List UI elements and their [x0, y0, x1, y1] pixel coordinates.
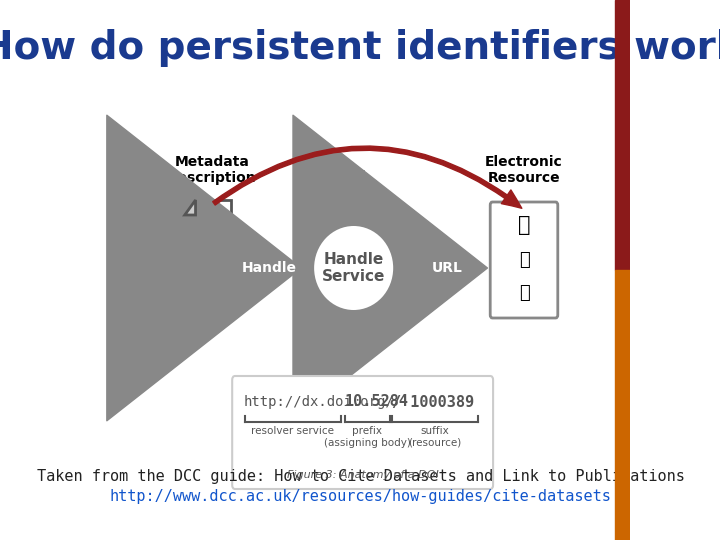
Text: Handle
Service: Handle Service: [322, 252, 385, 284]
Text: Electronic
Resource: Electronic Resource: [485, 155, 563, 185]
FancyBboxPatch shape: [490, 202, 558, 318]
Polygon shape: [185, 200, 196, 215]
Polygon shape: [185, 200, 231, 280]
Text: 🔊: 🔊: [518, 215, 530, 235]
Ellipse shape: [305, 213, 402, 323]
Text: How do persistent identifiers work: How do persistent identifiers work: [0, 29, 720, 67]
Text: Figure 3: Anatomy of a DOI: Figure 3: Anatomy of a DOI: [287, 470, 438, 480]
Text: Metadata
Description: Metadata Description: [167, 155, 256, 185]
Text: URL: URL: [337, 170, 371, 185]
Text: prefix
(assigning body): prefix (assigning body): [324, 426, 410, 448]
Text: Handle: Handle: [241, 261, 297, 275]
Bar: [615, 0, 631, 270]
FancyArrowPatch shape: [212, 146, 522, 208]
Text: resolver service: resolver service: [251, 426, 334, 436]
Text: 🖥: 🖥: [518, 284, 529, 302]
Text: suffix
(resource): suffix (resource): [409, 426, 462, 448]
Text: / 1000389: / 1000389: [392, 395, 474, 409]
Text: http://dx.doi.org/: http://dx.doi.org/: [243, 395, 395, 409]
Text: URL: URL: [431, 261, 462, 275]
FancyBboxPatch shape: [232, 376, 493, 489]
Text: 10.5284: 10.5284: [344, 395, 408, 409]
Bar: [615, 270, 631, 540]
Ellipse shape: [314, 226, 393, 310]
Text: http://www.dcc.ac.uk/resources/how-guides/cite-datasets: http://www.dcc.ac.uk/resources/how-guide…: [110, 489, 612, 503]
Text: Taken from the DCC guide: How to Cite Datasets and Link to Publications: Taken from the DCC guide: How to Cite Da…: [37, 469, 685, 483]
Text: 📄: 📄: [518, 251, 529, 269]
